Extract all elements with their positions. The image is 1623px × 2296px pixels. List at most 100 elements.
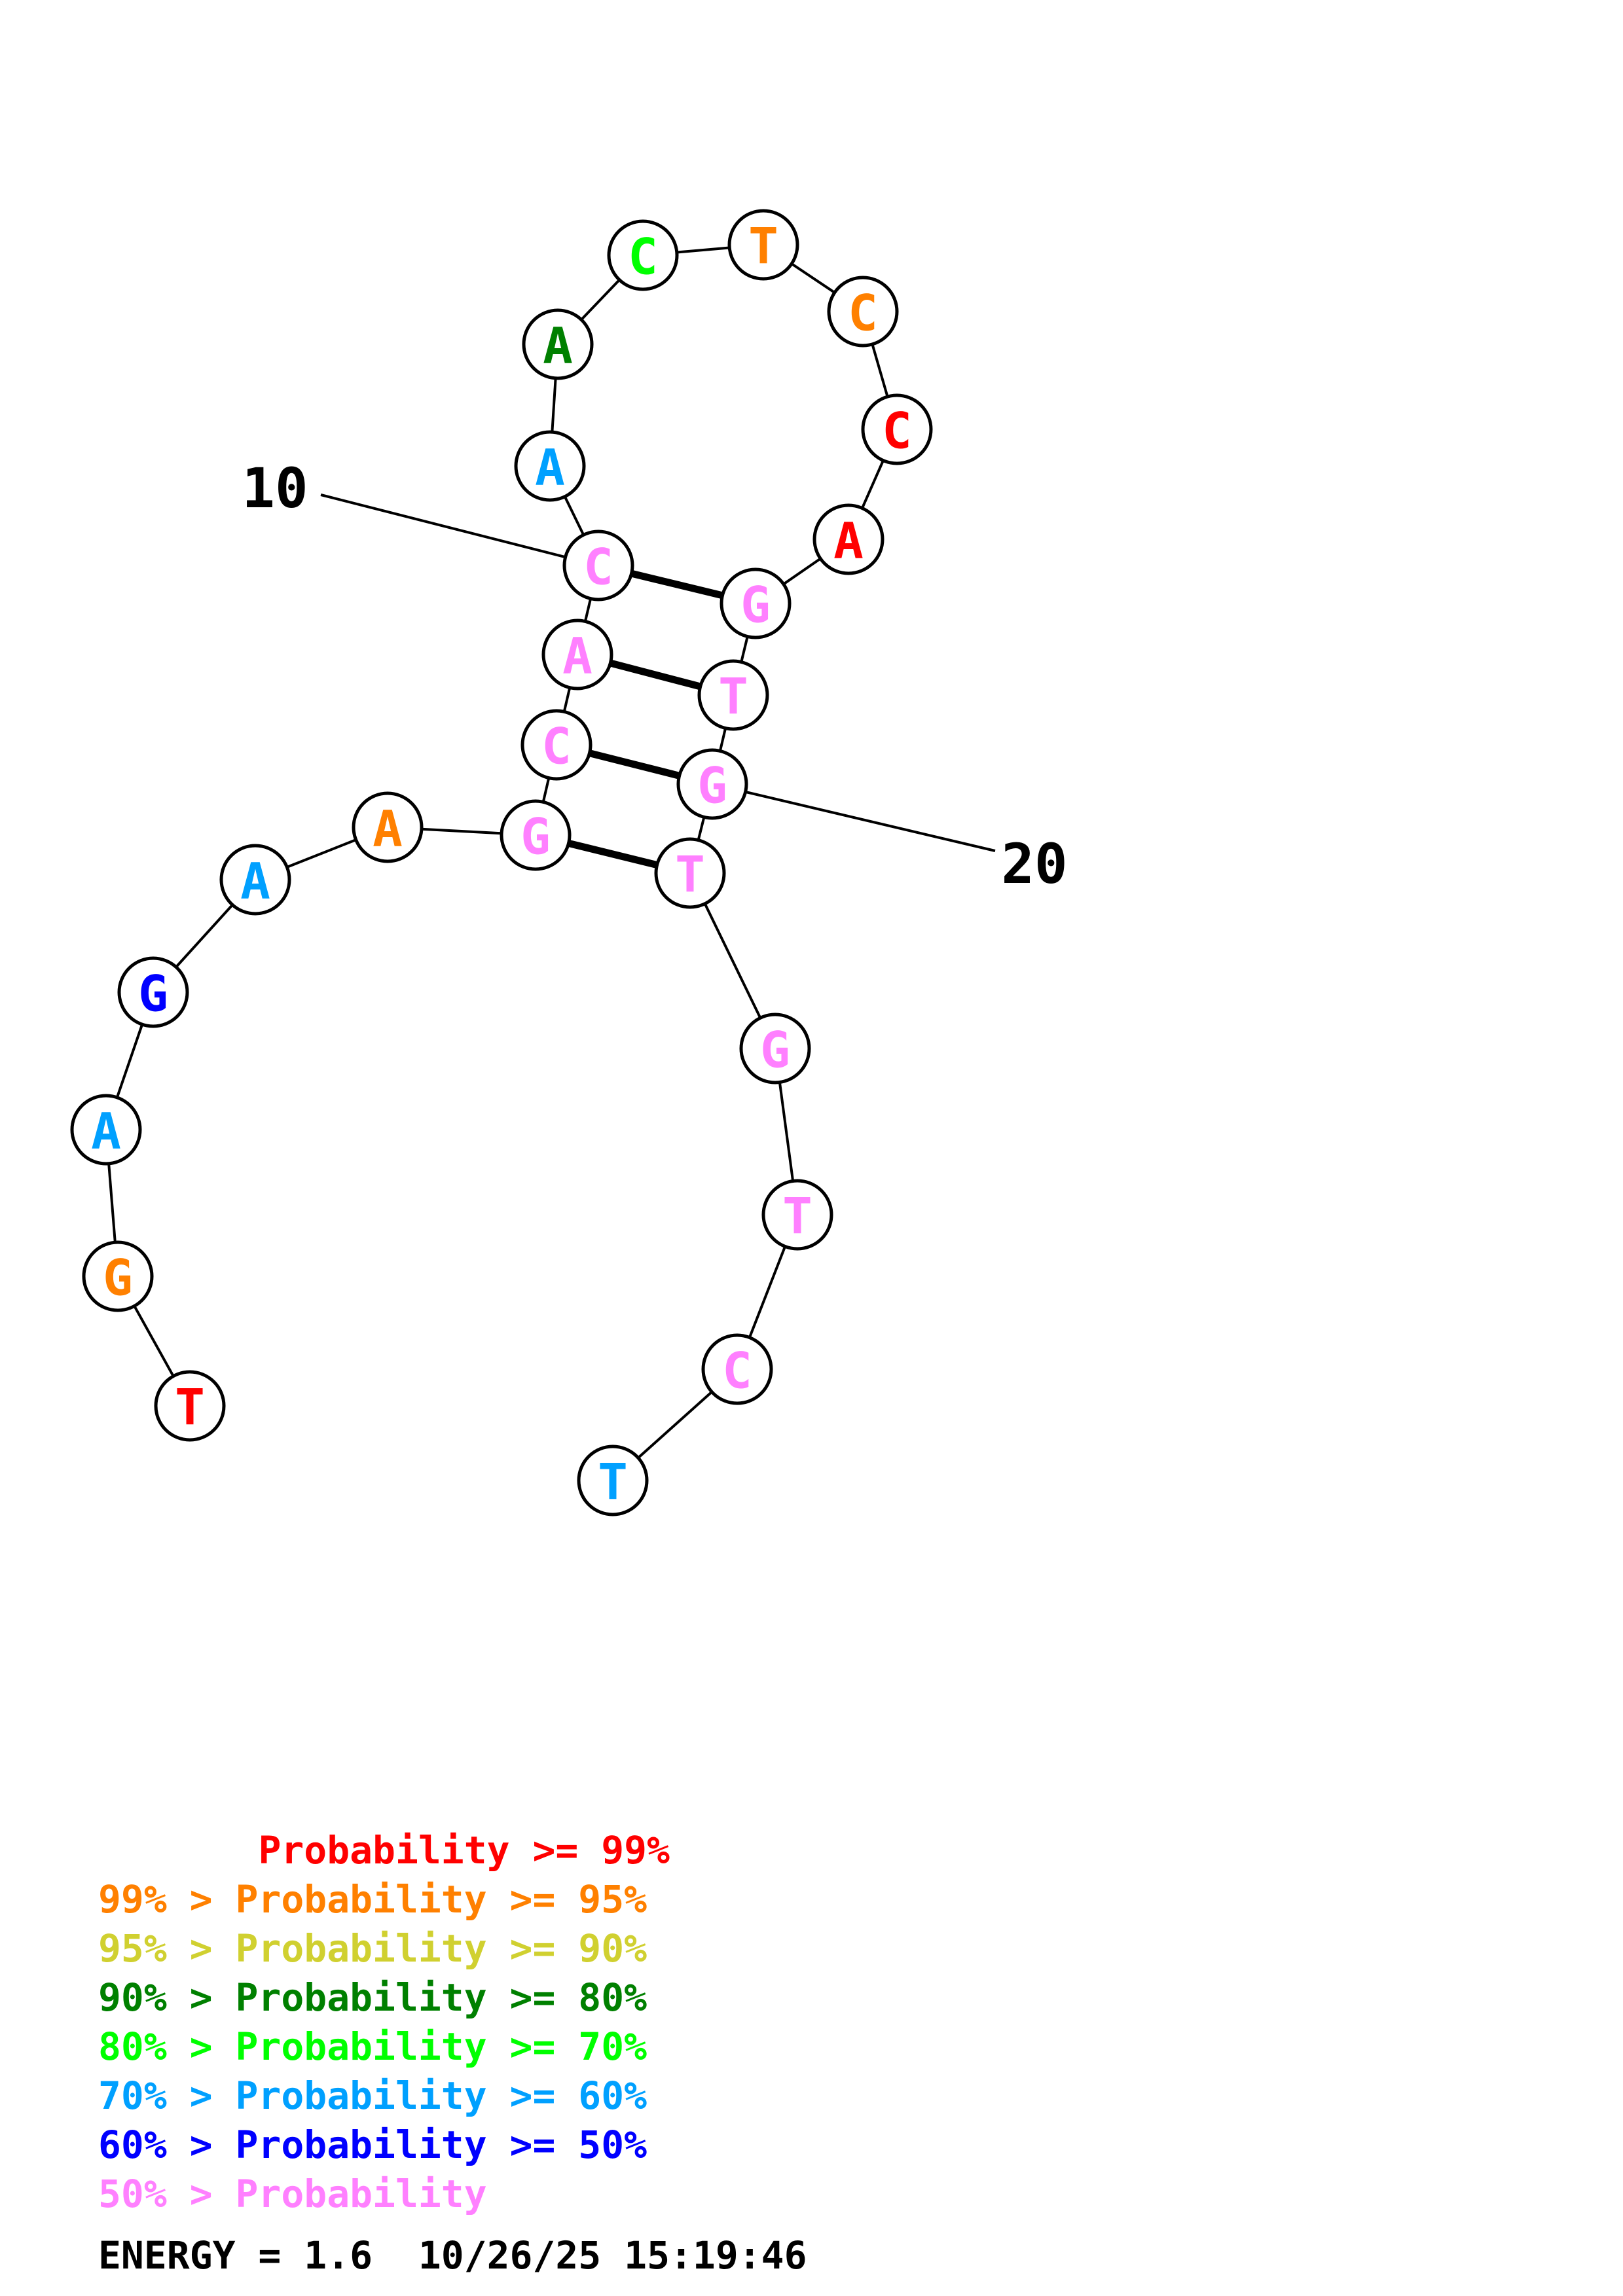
backbone-segment (175, 904, 234, 968)
legend-label: Probability >= 99% (258, 1828, 670, 1873)
nucleotide-circle (82, 1240, 154, 1312)
backbone-segment (115, 1024, 144, 1098)
nucleotide-16: C (861, 393, 933, 465)
nucleotide-circle (562, 529, 634, 601)
base-pair-bond (589, 749, 680, 780)
nucleotide-letter: T (675, 846, 705, 904)
legend-row: 90% > Probability >= 80% (98, 1973, 670, 2022)
nucleotide-5: A (219, 844, 291, 916)
nucleotide-letter: A (240, 852, 270, 910)
nucleotide-circle (219, 844, 291, 916)
nucleotide-letter: A (535, 439, 565, 497)
nucleotide-letter: G (138, 965, 168, 1023)
nucleotide-11: A (514, 430, 586, 502)
legend-row: 70% > Probability >= 60% (98, 2072, 670, 2121)
nucleotide-circle (701, 1333, 773, 1405)
legend-prefix: 50% > (98, 2172, 236, 2216)
nucleotide-letter: T (598, 1453, 628, 1511)
nucleotide-letter: C (541, 717, 572, 776)
nucleotide-23: T (761, 1179, 833, 1251)
nucleotide-letter: T (175, 1378, 205, 1437)
nucleotide-circle (117, 956, 189, 1028)
nucleotide-circle (522, 308, 594, 380)
nucleotide-circle (514, 430, 586, 502)
nucleotide-circle (520, 709, 593, 781)
base-pair-bond (630, 569, 723, 600)
nucleotide-letter: T (748, 217, 778, 276)
nucleotide-letter: A (833, 512, 864, 570)
legend-prefix: 70% > (98, 2073, 236, 2118)
backbone-segment (421, 827, 502, 835)
tick-label-20: 20 (1001, 832, 1067, 896)
nucleotide-18: G (720, 567, 792, 639)
tick-label-10: 10 (242, 456, 308, 520)
energy-footer: ENERGY = 1.6 10/26/25 15:19:46 (98, 2233, 807, 2278)
tick-leader-10 (320, 493, 566, 559)
nucleotide-10: C (562, 529, 634, 601)
nucleotide-circle (654, 837, 726, 909)
tick-lines (320, 493, 996, 852)
backbone-segment (718, 728, 727, 751)
backbone (107, 246, 889, 1459)
legend-label: Probability >= 50% (235, 2123, 647, 2167)
energy-value: ENERGY = 1.6 (98, 2233, 373, 2278)
legend-prefix: 95% > (98, 1926, 236, 1971)
nucleotide-circle (352, 791, 424, 863)
nucleotide-25: T (577, 1444, 649, 1516)
nucleotide-21: T (654, 837, 726, 909)
nucleotide-letter: C (628, 228, 658, 286)
nucleotide-6: A (352, 791, 424, 863)
nucleotide-24: C (701, 1333, 773, 1405)
nucleotide-circle (70, 1094, 142, 1166)
backbone-segment (580, 279, 621, 321)
nucleotide-8: C (520, 709, 593, 781)
nucleotide-letter: C (583, 538, 613, 596)
nucleotide-circle (697, 659, 769, 731)
position-labels: 10 20 (242, 456, 1067, 896)
nucleotide-circle (154, 1370, 226, 1442)
nucleotide-12: A (522, 308, 594, 380)
nucleotide-letter: A (91, 1102, 121, 1160)
base-pair-bond (609, 659, 702, 691)
tick-leader-20 (745, 791, 996, 852)
probability-legend: Probability >= 99% 99% > Probability >= 9… (98, 1826, 670, 2219)
nucleotide-circle (761, 1179, 833, 1251)
legend-row: 99% > Probability >= 95% (98, 1875, 670, 1924)
legend-label: Probability >= 95% (235, 1877, 647, 1922)
backbone-segment (778, 1082, 795, 1181)
nucleotide-letter: G (760, 1021, 790, 1079)
legend-row: 95% > Probability >= 90% (98, 1924, 670, 1973)
nucleotide-13: C (607, 219, 679, 291)
nucleotide-22: G (739, 1013, 811, 1085)
nucleotide-letter: C (848, 284, 878, 342)
nucleotide-letter: G (103, 1249, 133, 1307)
nucleotide-circle (812, 503, 884, 575)
legend-label: Probability (235, 2172, 487, 2216)
nucleotide-letter: C (722, 1342, 752, 1400)
backbone-segment (703, 903, 762, 1019)
nucleotide-14: T (727, 209, 799, 281)
nucleotide-letter: G (520, 808, 551, 866)
nucleotide-letter: A (373, 800, 403, 858)
backbone-segment (637, 1391, 713, 1459)
legend-prefix: 90% > (98, 1975, 236, 2020)
base-pair-bond (568, 840, 658, 869)
nucleotide-circle (500, 799, 572, 871)
nucleotide-15: C (827, 276, 899, 348)
nucleotide-9: A (541, 619, 613, 691)
nucleotide-letter: T (782, 1187, 812, 1246)
backbone-segment (871, 344, 889, 397)
backbone-segment (782, 557, 822, 586)
backbone-segment (541, 778, 551, 802)
nucleotide-letter: A (543, 317, 573, 375)
timestamp: 10/26/25 15:19:46 (418, 2233, 807, 2278)
legend-prefix: 99% > (98, 1877, 236, 1922)
nucleotide-circle (861, 393, 933, 465)
backbone-segment (562, 687, 572, 712)
nucleotide-circle (720, 567, 792, 639)
nucleotide-7: G (500, 799, 572, 871)
nucleotide-circle (727, 209, 799, 281)
backbone-segment (133, 1305, 175, 1377)
nucleotide-circle (739, 1013, 811, 1085)
